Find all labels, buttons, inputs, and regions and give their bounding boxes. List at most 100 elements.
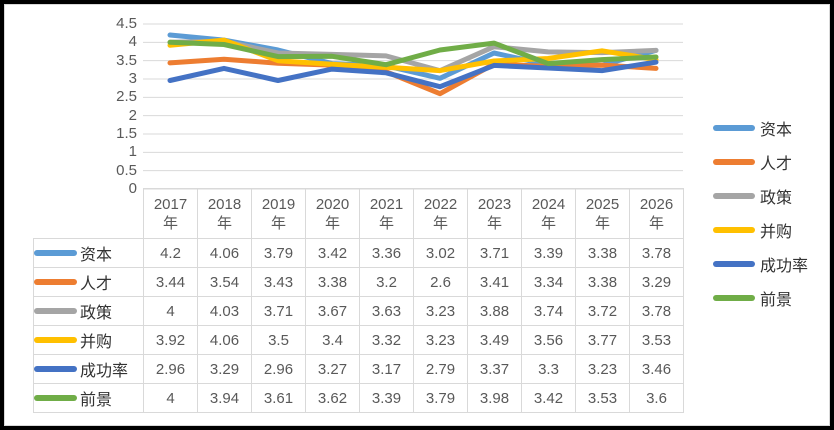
year-suffix-text: 年 <box>432 214 448 232</box>
table-value-cell: 3.5 <box>251 325 306 355</box>
table-value-cell: 3.36 <box>359 238 414 268</box>
series-line-1 <box>167 56 659 97</box>
table-value-cell: 3.71 <box>467 238 522 268</box>
table-value-cell: 3.72 <box>575 296 630 326</box>
table-value-cell: 3.54 <box>197 267 252 297</box>
year-text: 2021 <box>369 195 404 213</box>
year-text: 2024 <box>531 195 566 213</box>
table-value-cell: 2.96 <box>143 354 198 384</box>
table-value-cell: 3.79 <box>413 383 468 413</box>
year-suffix-text: 年 <box>270 214 286 232</box>
series-label-cell: 前景 <box>33 383 144 413</box>
legend-item: 成功率 <box>713 247 808 281</box>
table-value-cell: 3.39 <box>359 383 414 413</box>
series-label-cell: 人才 <box>33 267 144 297</box>
y-axis-tick-label: 2 <box>128 106 137 124</box>
year-header-cell: 2022 年 <box>413 188 468 239</box>
series-label: 资本 <box>80 247 113 264</box>
year-text: 2017 <box>153 195 188 213</box>
series-line-5 <box>167 39 659 68</box>
series-label-cell: 并购 <box>33 325 144 355</box>
year-header-cell: 2020 年 <box>305 188 360 239</box>
series-label-cell: 政策 <box>33 296 144 326</box>
table-row: 并购 3.92 4.06 3.5 3.4 3.32 3.23 3.49 3.56 3.77 3.53 <box>33 325 684 355</box>
table-value-cell: 3.27 <box>305 354 360 384</box>
table-value-cell: 3.29 <box>629 267 684 297</box>
legend-line-icon <box>713 125 755 131</box>
table-value-cell: 3.23 <box>413 296 468 326</box>
legend-label: 人才 <box>760 156 793 173</box>
table-row: 前景 4 3.94 3.61 3.62 3.39 3.79 3.98 3.42 3.53 3.6 <box>33 383 684 413</box>
legend-line-icon <box>713 261 755 267</box>
series-label: 政策 <box>80 305 113 322</box>
year-text: 2025 <box>585 195 620 213</box>
table-value-cell: 3.32 <box>359 325 414 355</box>
table-value-cell: 3.41 <box>467 267 522 297</box>
legend-item: 并购 <box>713 213 808 247</box>
legend-item: 政策 <box>713 179 808 213</box>
legend-line-icon <box>713 295 755 301</box>
year-header-cell: 2021 年 <box>359 188 414 239</box>
table-header-row: 2017 年 2018 年 2019 年 2020 年 2021 年 2022 年 2023 年 2024 年… <box>34 188 684 239</box>
legend-label: 并购 <box>760 224 793 241</box>
year-header-cell: 2017 年 <box>143 188 198 239</box>
table-value-cell: 3.3 <box>521 354 576 384</box>
table-row: 人才 3.44 3.54 3.43 3.38 3.2 2.6 3.41 3.34 3.38 3.29 <box>33 267 684 297</box>
series-label-cell: 资本 <box>33 238 144 268</box>
y-axis-tick-label: 3 <box>128 70 137 87</box>
y-axis-tick-label: 0 <box>128 180 137 197</box>
series-label-cell: 成功率 <box>33 354 144 384</box>
legend-line-icon <box>713 227 755 233</box>
table-row: 政策 4 4.03 3.71 3.67 3.63 3.23 3.88 3.74 3.72 3.78 <box>33 296 684 326</box>
data-table: 2017 年 2018 年 2019 年 2020 年 2021 年 2022 年 2023 年 2024 年… <box>33 188 684 413</box>
year-header-cell: 2024 年 <box>521 188 576 239</box>
table-value-cell: 3.39 <box>521 238 576 268</box>
series-label: 并购 <box>80 334 113 351</box>
table-value-cell: 3.02 <box>413 238 468 268</box>
chart-canvas: 0 0.5 1 1.5 2 2.5 3 3.5 4 4.5 2017 年 2018 年 2019 年 2020… <box>4 4 830 426</box>
table-row: 资本 4.2 4.06 3.79 3.42 3.36 3.02 3.71 3.39 3.38 3.7… <box>33 238 684 268</box>
table-value-cell: 3.38 <box>575 267 630 297</box>
table-value-cell: 3.38 <box>305 267 360 297</box>
series-line-key-icon <box>34 250 77 256</box>
chart-legend: 资本人才政策并购成功率前景 <box>713 111 808 315</box>
table-value-cell: 3.56 <box>521 325 576 355</box>
table-value-cell: 4.06 <box>197 238 252 268</box>
year-suffix-text: 年 <box>648 214 664 232</box>
line-plot <box>143 23 683 190</box>
table-value-cell: 2.96 <box>251 354 306 384</box>
table-value-cell: 3.4 <box>305 325 360 355</box>
legend-label: 资本 <box>760 122 793 139</box>
table-value-cell: 3.2 <box>359 267 414 297</box>
table-value-cell: 4.03 <box>197 296 252 326</box>
table-value-cell: 4.06 <box>197 325 252 355</box>
table-value-cell: 3.53 <box>629 325 684 355</box>
year-suffix-text: 年 <box>540 214 556 232</box>
y-axis-tick-label: 4.5 <box>116 15 137 32</box>
year-header-cell: 2018 年 <box>197 188 252 239</box>
year-suffix-text: 年 <box>162 214 178 232</box>
year-suffix-text: 年 <box>216 214 232 232</box>
table-value-cell: 3.42 <box>521 383 576 413</box>
table-value-cell: 4 <box>143 383 198 413</box>
year-suffix-text: 年 <box>378 214 394 232</box>
table-value-cell: 3.79 <box>251 238 306 268</box>
legend-line-icon <box>713 159 755 165</box>
legend-item: 人才 <box>713 145 808 179</box>
table-value-cell: 3.88 <box>467 296 522 326</box>
table-value-cell: 3.94 <box>197 383 252 413</box>
table-value-cell: 2.79 <box>413 354 468 384</box>
table-value-cell: 3.71 <box>251 296 306 326</box>
table-value-cell: 3.78 <box>629 296 684 326</box>
table-value-cell: 3.37 <box>467 354 522 384</box>
series-line-key-icon <box>34 395 77 401</box>
series-label: 人才 <box>80 276 113 293</box>
table-value-cell: 2.6 <box>413 267 468 297</box>
year-text: 2022 <box>423 195 458 213</box>
legend-label: 政策 <box>760 190 793 207</box>
y-axis-tick-label: 1.5 <box>116 125 137 142</box>
legend-label: 前景 <box>760 292 793 309</box>
legend-item: 资本 <box>713 111 808 145</box>
table-value-cell: 3.74 <box>521 296 576 326</box>
year-header-cell: 2023 年 <box>467 188 522 239</box>
